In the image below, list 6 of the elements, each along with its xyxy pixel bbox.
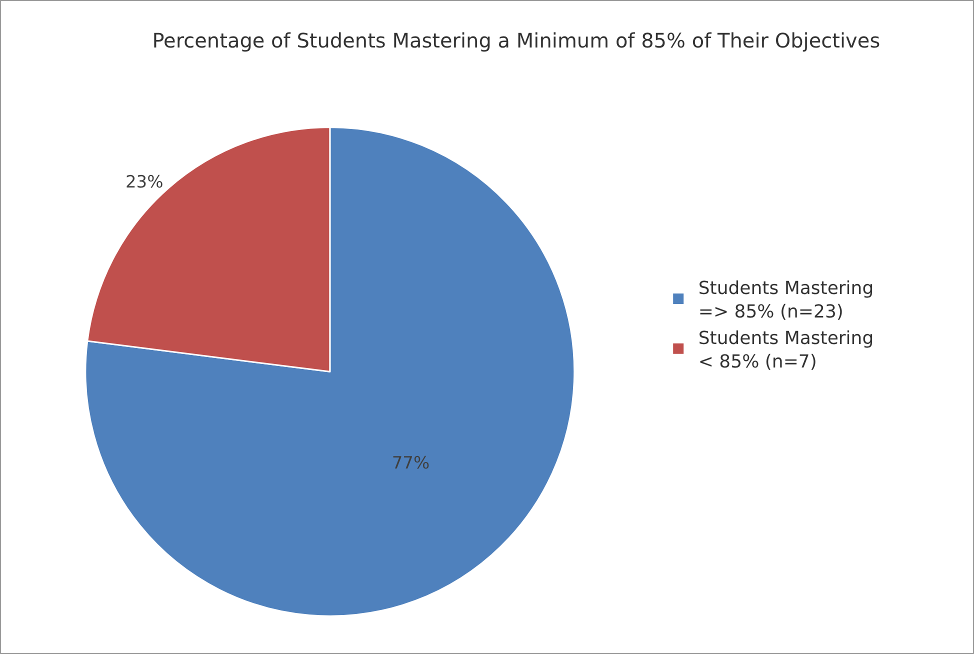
- pie-slice: [84, 126, 575, 617]
- chart-title: Percentage of Students Mastering a Minimum of 85% of Their Objectives: [152, 28, 880, 53]
- data-label: 23%: [125, 172, 164, 193]
- legend-label: Students Mastering < 85% (n=7): [698, 328, 874, 372]
- legend-label: Students Mastering => 85% (n=23): [698, 278, 874, 323]
- data-label: 77%: [392, 453, 430, 474]
